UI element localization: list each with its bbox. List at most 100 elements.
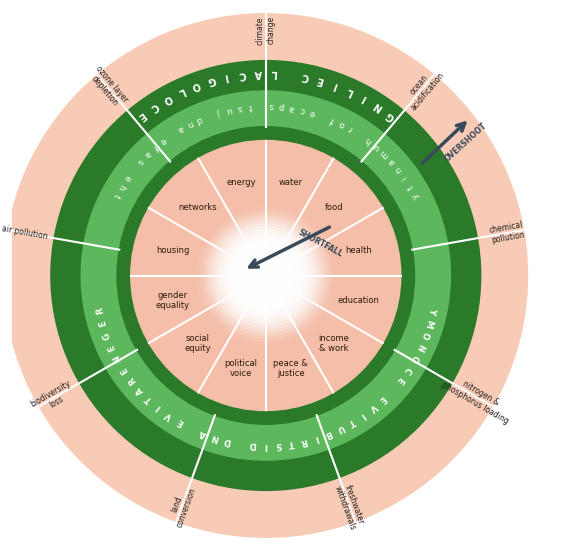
- Circle shape: [226, 235, 306, 316]
- Text: biodiversity
loss: biodiversity loss: [29, 379, 78, 418]
- Text: E: E: [119, 365, 130, 375]
- Text: gender
equality: gender equality: [156, 291, 190, 310]
- Text: n: n: [185, 118, 194, 129]
- Text: u: u: [226, 105, 233, 115]
- Text: A: A: [135, 385, 146, 395]
- Circle shape: [254, 264, 277, 287]
- Text: j: j: [217, 107, 222, 117]
- Text: S: S: [275, 440, 282, 450]
- Text: E: E: [98, 319, 108, 327]
- Text: n: n: [393, 165, 404, 175]
- Text: O: O: [182, 150, 193, 161]
- Text: G: G: [384, 109, 397, 122]
- Text: energy: energy: [226, 178, 255, 187]
- Text: V: V: [164, 409, 174, 420]
- Text: I: I: [264, 441, 267, 450]
- Text: A: A: [198, 428, 208, 439]
- Circle shape: [131, 141, 401, 410]
- Text: Y: Y: [427, 307, 437, 315]
- Text: I: I: [360, 93, 368, 104]
- Circle shape: [229, 238, 303, 313]
- Circle shape: [246, 256, 286, 295]
- Text: R: R: [95, 307, 105, 315]
- Text: health: health: [345, 246, 372, 255]
- Circle shape: [251, 261, 280, 290]
- Circle shape: [249, 258, 283, 293]
- Circle shape: [243, 253, 288, 298]
- Text: C: C: [193, 144, 202, 155]
- Text: y: y: [410, 191, 421, 200]
- Text: i: i: [400, 175, 409, 181]
- Text: a: a: [142, 149, 152, 159]
- Circle shape: [211, 221, 320, 330]
- Circle shape: [117, 127, 414, 424]
- Text: C: C: [402, 365, 413, 375]
- Text: E: E: [176, 417, 185, 427]
- Text: r: r: [347, 124, 355, 133]
- Circle shape: [263, 273, 268, 278]
- Text: C: C: [148, 100, 160, 112]
- Text: water: water: [279, 178, 303, 187]
- Circle shape: [214, 224, 317, 327]
- Text: L: L: [177, 85, 186, 97]
- Text: OVERSHOOT: OVERSHOOT: [443, 121, 489, 164]
- Text: L: L: [270, 68, 277, 78]
- Text: income
& work: income & work: [319, 334, 349, 353]
- Text: m: m: [378, 148, 390, 160]
- Text: A: A: [254, 68, 262, 78]
- Text: food: food: [325, 203, 343, 212]
- Text: o: o: [337, 118, 346, 129]
- Text: networks: networks: [178, 203, 217, 212]
- Text: c: c: [299, 105, 306, 115]
- Text: land
conversion: land conversion: [166, 483, 198, 529]
- Text: t: t: [406, 183, 415, 191]
- Text: f: f: [329, 115, 335, 124]
- Text: I: I: [205, 139, 211, 149]
- Text: housing: housing: [156, 246, 189, 255]
- Text: D: D: [249, 440, 257, 450]
- Circle shape: [234, 244, 297, 307]
- Text: M: M: [423, 318, 434, 328]
- Circle shape: [200, 209, 332, 342]
- Text: C: C: [238, 69, 246, 79]
- Text: U: U: [335, 423, 345, 434]
- Circle shape: [51, 61, 481, 490]
- Text: A: A: [214, 135, 223, 145]
- Text: h: h: [116, 182, 127, 191]
- Text: U: U: [274, 128, 282, 138]
- Text: G: G: [101, 331, 112, 340]
- Text: N: N: [372, 100, 384, 113]
- Circle shape: [217, 227, 315, 324]
- Text: E: E: [107, 343, 117, 352]
- Text: E: E: [316, 74, 325, 86]
- Text: N: N: [285, 129, 294, 139]
- Text: T: T: [144, 393, 154, 404]
- Text: E: E: [394, 375, 405, 385]
- Text: D: D: [223, 436, 232, 446]
- Text: freshwater
withdrawals: freshwater withdrawals: [332, 480, 367, 531]
- Text: I: I: [359, 410, 366, 420]
- Text: social
equity: social equity: [184, 334, 211, 353]
- Text: C: C: [300, 71, 310, 82]
- Text: N: N: [348, 157, 360, 168]
- Text: e: e: [121, 173, 132, 183]
- Circle shape: [240, 250, 291, 301]
- Text: a: a: [386, 156, 397, 166]
- Text: t: t: [111, 192, 121, 199]
- Circle shape: [209, 218, 323, 333]
- Circle shape: [257, 267, 274, 284]
- Text: air pollution: air pollution: [1, 224, 48, 241]
- Text: D: D: [296, 132, 306, 142]
- Circle shape: [260, 270, 271, 281]
- Text: I: I: [224, 71, 229, 82]
- Text: R: R: [300, 436, 308, 446]
- Text: T: T: [319, 139, 328, 150]
- Text: E: E: [135, 110, 146, 122]
- Text: T: T: [347, 417, 356, 428]
- Text: peace &
justice: peace & justice: [274, 359, 308, 379]
- Circle shape: [4, 14, 527, 537]
- Text: nitrogen &
phosphorus loading: nitrogen & phosphorus loading: [441, 371, 516, 425]
- Text: I: I: [331, 145, 337, 154]
- Text: h: h: [364, 135, 373, 145]
- Text: u: u: [372, 142, 381, 152]
